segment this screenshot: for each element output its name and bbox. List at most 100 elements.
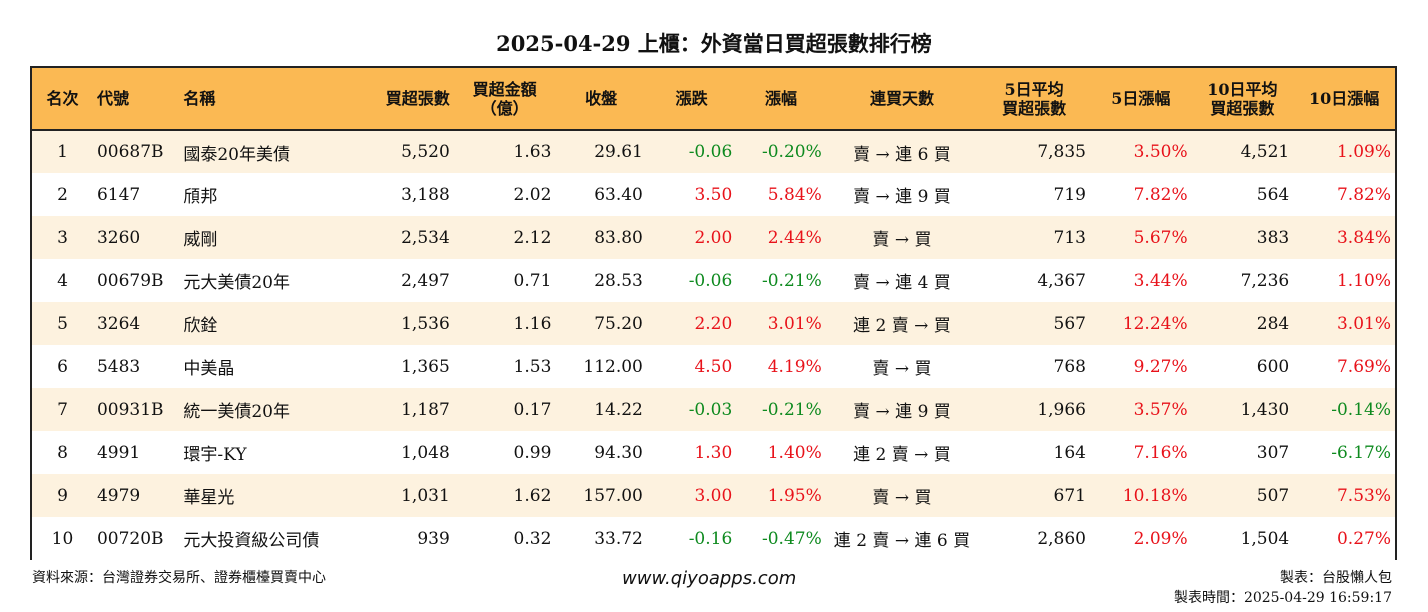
name-cell: 華星光 [183, 488, 235, 508]
header-amount-line2: （億） [480, 98, 529, 118]
pct-cell: 4.19% [767, 356, 822, 377]
code-cell: 00679B [96, 270, 164, 291]
header-streak: 連買天數 [825, 68, 979, 131]
buy-lots-cell: 1,048 [401, 442, 450, 463]
avg5-cell: 164 [1053, 442, 1086, 463]
buy-lots-cell: 2,534 [401, 227, 450, 248]
rank-cell: 7 [57, 399, 68, 420]
ranking-table: 名次 代號 名稱 買超張數 買超金額 （億） 收盤 漲跌 漲幅 連買天數 5日平均… [32, 68, 1395, 560]
amount-cell: 2.12 [513, 227, 552, 248]
name-cell: 國泰20年美債 [183, 144, 290, 165]
table-row: 3 3260 威剛 2,534 2.12 83.80 2.00 2.44% 賣 → 買 713 5.… [32, 216, 1395, 259]
name-cell: 環宇-KY [183, 445, 247, 465]
table-row: 1 00687B 國泰20年美債 5,520 1.63 29.61 -0.06 -0.20% 賣… [32, 130, 1395, 173]
code-cell: 3260 [96, 227, 141, 248]
rank-cell: 2 [57, 184, 68, 205]
close-cell: 14.22 [594, 399, 643, 420]
pct10-cell: -6.17% [1331, 442, 1391, 463]
rank-cell: 4 [57, 270, 68, 291]
change-cell: -0.06 [688, 142, 733, 162]
change-cell: -0.03 [688, 399, 733, 420]
avg5-cell: 713 [1053, 227, 1086, 248]
pct5-cell: 12.24% [1122, 313, 1188, 334]
streak-cell: 賣 → 連 9 買 [853, 402, 951, 422]
pct10-cell: 3.01% [1336, 313, 1391, 334]
change-cell: -0.06 [688, 270, 733, 291]
ranking-table-container: 名次 代號 名稱 買超張數 買超金額 （億） 收盤 漲跌 漲幅 連買天數 5日平均… [30, 66, 1397, 560]
avg5-cell: 768 [1053, 356, 1086, 377]
change-cell: 2.00 [694, 227, 733, 248]
amount-cell: 1.53 [513, 356, 552, 377]
table-header-row: 名次 代號 名稱 買超張數 買超金額 （億） 收盤 漲跌 漲幅 連買天數 5日平均… [32, 68, 1395, 131]
header-amount: 買超金額 （億） [453, 68, 556, 131]
data-source: 資料來源：台灣證券交易所、證券櫃檯買賣中心 [32, 570, 326, 586]
streak-cell: 賣 → 買 [872, 488, 932, 508]
avg5-cell: 567 [1053, 313, 1086, 334]
pct10-cell: 7.53% [1336, 485, 1391, 506]
header-avg5-line2: 買超張數 [1002, 98, 1067, 118]
avg10-cell: 4,521 [1240, 142, 1290, 162]
avg10-cell: 564 [1256, 184, 1290, 205]
avg5-cell: 1,966 [1037, 399, 1086, 420]
buy-lots-cell: 1,536 [401, 313, 450, 334]
header-pct5: 5日漲幅 [1089, 68, 1192, 131]
avg5-cell: 2,860 [1037, 528, 1086, 549]
pct5-cell: 7.16% [1133, 442, 1188, 463]
avg5-cell: 7,835 [1037, 142, 1086, 162]
pct5-cell: 3.44% [1133, 270, 1188, 291]
code-cell: 4979 [96, 485, 141, 506]
table-row: 5 3264 欣銓 1,536 1.16 75.20 2.20 3.01% 連 2 賣 → 買 5… [32, 302, 1395, 345]
close-cell: 33.72 [594, 528, 643, 549]
header-buy-lots: 買超張數 [357, 68, 454, 131]
name-cell: 頎邦 [183, 187, 218, 207]
header-avg10: 10日平均 買超張數 [1191, 68, 1294, 131]
header-close: 收盤 [555, 68, 647, 131]
table-maker: 製表：台股懶人包 [1280, 570, 1392, 586]
pct5-cell: 3.57% [1133, 399, 1188, 420]
change-cell: 3.50 [694, 184, 733, 205]
website-link[interactable]: www.qiyoapps.com [622, 568, 797, 589]
streak-cell: 賣 → 連 9 買 [853, 187, 951, 207]
avg10-cell: 600 [1256, 356, 1290, 377]
pct-cell: -0.20% [761, 142, 822, 162]
change-cell: 1.30 [694, 442, 733, 463]
pct10-cell: -0.14% [1331, 399, 1391, 420]
header-avg5-line1: 5日平均 [1004, 79, 1064, 99]
header-avg5: 5日平均 買超張數 [978, 68, 1090, 131]
rank-cell: 1 [57, 142, 68, 162]
pct5-cell: 2.09% [1133, 528, 1188, 549]
pct5-cell: 9.27% [1133, 356, 1188, 377]
pct10-cell: 3.84% [1336, 227, 1391, 248]
pct-cell: -0.21% [761, 270, 822, 291]
change-cell: 3.00 [694, 485, 733, 506]
close-cell: 83.80 [594, 227, 643, 248]
rank-cell: 8 [57, 442, 68, 463]
header-amount-line1: 買超金額 [472, 79, 537, 99]
rank-cell: 5 [57, 313, 68, 334]
table-body: 1 00687B 國泰20年美債 5,520 1.63 29.61 -0.06 -0.20% 賣… [32, 130, 1395, 560]
buy-lots-cell: 1,365 [401, 356, 450, 377]
page-title: 2025-04-29 上櫃：外資當日買超張數排行榜 [496, 31, 932, 56]
pct-cell: 1.40% [767, 442, 822, 463]
avg10-cell: 307 [1256, 442, 1290, 463]
table-row: 8 4991 環宇-KY 1,048 0.99 94.30 1.30 1.40% 連 2 賣 →… [32, 431, 1395, 474]
pct10-cell: 0.27% [1336, 528, 1391, 549]
streak-cell: 賣 → 買 [872, 230, 932, 250]
buy-lots-cell: 1,031 [401, 485, 450, 506]
avg5-cell: 4,367 [1037, 270, 1086, 291]
header-code: 代號 [92, 68, 180, 131]
change-cell: 2.20 [694, 313, 733, 334]
buy-lots-cell: 5,520 [401, 142, 450, 162]
rank-cell: 3 [57, 227, 68, 248]
table-row: 2 6147 頎邦 3,188 2.02 63.40 3.50 5.84% 賣 → 連 9 買 7… [32, 173, 1395, 216]
name-cell: 中美晶 [183, 359, 235, 379]
amount-cell: 2.02 [513, 184, 552, 205]
header-avg10-line1: 10日平均 [1207, 79, 1278, 99]
amount-cell: 0.99 [513, 442, 552, 463]
code-cell: 00720B [96, 528, 164, 549]
name-cell: 元大投資級公司債 [183, 531, 320, 551]
buy-lots-cell: 2,497 [401, 270, 450, 291]
streak-cell: 賣 → 買 [872, 359, 932, 379]
rank-cell: 6 [57, 356, 68, 377]
pct-cell: -0.47% [761, 528, 822, 549]
